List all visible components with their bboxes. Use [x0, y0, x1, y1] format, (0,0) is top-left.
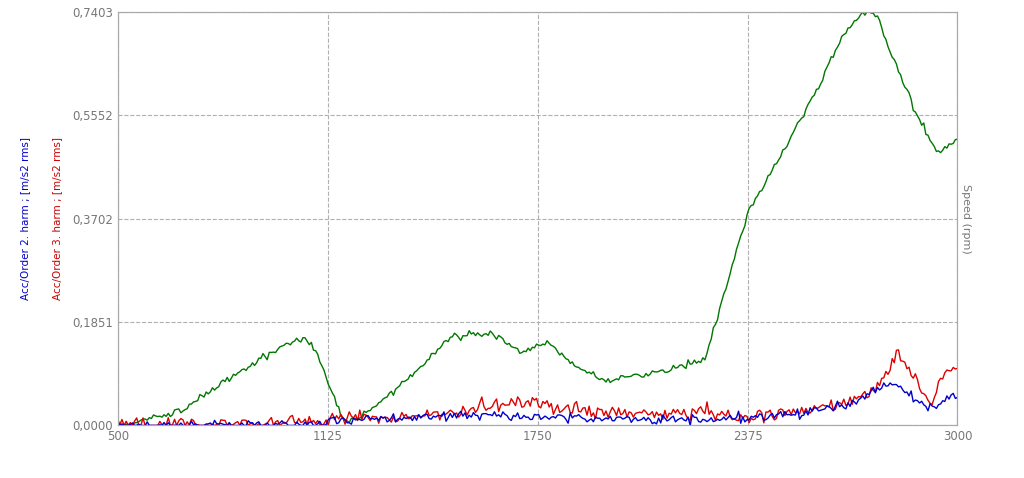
Text: Acc/Order 2. harm ; [m/s2 rms]: Acc/Order 2. harm ; [m/s2 rms]: [19, 137, 30, 300]
Text: Acc/Order 3. harm ; [m/s2 rms]: Acc/Order 3. harm ; [m/s2 rms]: [51, 137, 61, 300]
Y-axis label: Speed (rpm): Speed (rpm): [962, 184, 972, 253]
